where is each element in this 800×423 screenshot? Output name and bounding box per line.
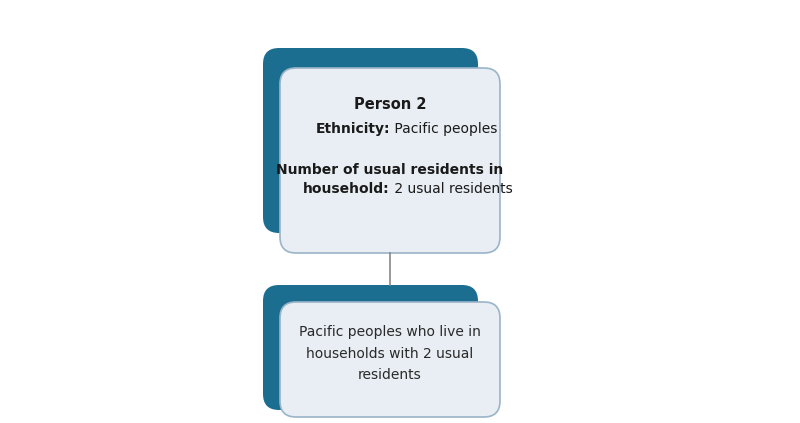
FancyBboxPatch shape <box>263 285 478 410</box>
Text: Pacific peoples who live in
households with 2 usual
residents: Pacific peoples who live in households w… <box>299 325 481 382</box>
Text: Pacific peoples: Pacific peoples <box>390 122 498 136</box>
Text: Ethnicity:: Ethnicity: <box>315 122 390 136</box>
Text: 2 usual residents: 2 usual residents <box>390 182 513 196</box>
FancyBboxPatch shape <box>280 68 500 253</box>
Text: household:: household: <box>303 182 390 196</box>
Text: Person 2: Person 2 <box>354 97 426 112</box>
Text: Number of usual residents in: Number of usual residents in <box>276 163 504 177</box>
FancyBboxPatch shape <box>263 48 478 233</box>
FancyBboxPatch shape <box>280 302 500 417</box>
